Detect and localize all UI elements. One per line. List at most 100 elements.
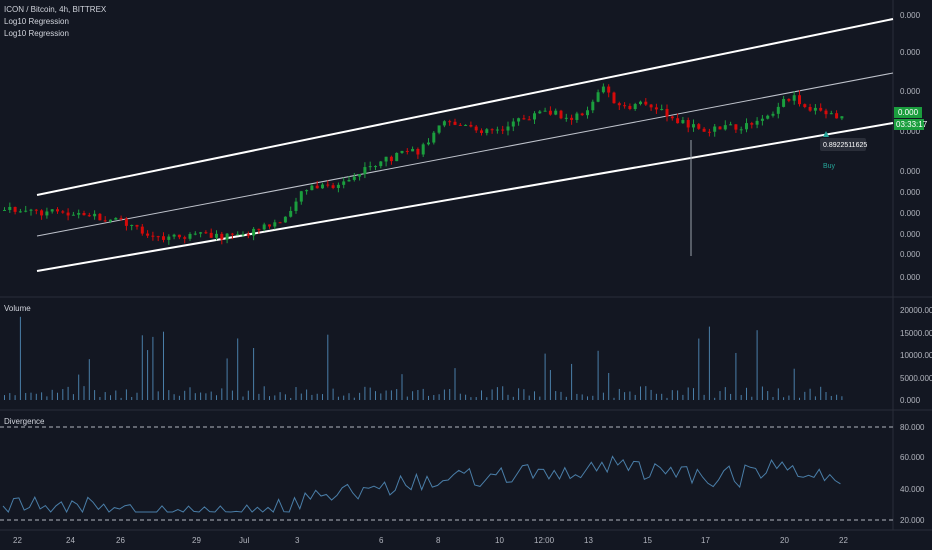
candle-body bbox=[559, 110, 563, 119]
volume-bar bbox=[19, 316, 21, 400]
volume-bar bbox=[364, 386, 366, 400]
volume-bar bbox=[269, 396, 270, 400]
indicator-label[interactable]: Log10 Regression bbox=[4, 29, 69, 38]
volume-bar bbox=[597, 350, 599, 400]
volume-bar bbox=[316, 393, 318, 400]
candle-body bbox=[676, 118, 680, 124]
candle-body bbox=[71, 214, 75, 216]
regression-channel[interactable] bbox=[36, 18, 894, 272]
volume-bar bbox=[14, 395, 16, 400]
candle-body bbox=[840, 116, 844, 119]
candle-body bbox=[527, 119, 531, 121]
time-axis-label: 26 bbox=[116, 536, 125, 545]
candle-body bbox=[352, 176, 356, 180]
candle-body bbox=[570, 117, 574, 120]
volume-bar bbox=[104, 392, 106, 400]
volume-bar bbox=[761, 386, 763, 400]
volume-bar bbox=[703, 394, 705, 400]
volume-bar bbox=[9, 393, 11, 400]
volume-bar bbox=[650, 389, 652, 400]
volume-bar bbox=[640, 386, 641, 400]
volume-bar bbox=[343, 395, 345, 400]
volume-bar bbox=[247, 390, 249, 400]
candle-body bbox=[750, 123, 754, 125]
volume-axis[interactable]: 20000.000 15000.000 10000.000 5000.000 0… bbox=[900, 306, 932, 405]
time-axis-label: 12:00 bbox=[534, 536, 555, 545]
volume-bar bbox=[173, 394, 175, 400]
volume-bar bbox=[454, 368, 456, 400]
candle-body bbox=[798, 95, 801, 105]
volume-bar bbox=[841, 396, 843, 400]
volume-bar bbox=[380, 393, 382, 400]
volume-bar bbox=[157, 391, 159, 400]
price-axis-label: 0.000 bbox=[900, 87, 921, 96]
channel-lower-line[interactable] bbox=[36, 122, 894, 272]
price-axis[interactable]: 0.000 0.000 0.000 0.000 0.000 0.000 0.00… bbox=[900, 11, 921, 282]
volume-bar bbox=[581, 394, 583, 400]
volume-bar bbox=[152, 336, 154, 400]
candle-body bbox=[209, 232, 213, 238]
candle-body bbox=[289, 210, 293, 217]
volume-bar bbox=[147, 350, 149, 400]
volume-bar bbox=[560, 391, 562, 400]
divergence-axis[interactable]: 80.000 60.000 40.000 20.000 bbox=[900, 423, 925, 525]
volume-bar bbox=[799, 397, 800, 400]
candle-body bbox=[644, 101, 648, 105]
candle-body bbox=[363, 167, 367, 175]
volume-bar bbox=[311, 394, 313, 400]
symbol-title[interactable]: ICON / Bitcoin, 4h, BITTREX bbox=[4, 5, 107, 14]
volume-bar bbox=[422, 388, 424, 400]
last-price-value: 0.000 bbox=[898, 108, 919, 117]
volume-bar bbox=[279, 392, 281, 400]
volume-bar bbox=[666, 397, 668, 400]
candle-body bbox=[835, 113, 839, 119]
candle-body bbox=[729, 124, 733, 126]
volume-axis-label: 20000.000 bbox=[900, 306, 932, 315]
volume-bar bbox=[814, 396, 816, 400]
time-axis[interactable]: 22 24 26 29 Jul 3 6 8 10 12:00 13 15 17 … bbox=[13, 536, 848, 545]
candle-body bbox=[151, 235, 155, 237]
buy-arrow-icon bbox=[823, 131, 829, 137]
price-axis-label: 0.000 bbox=[900, 167, 921, 176]
volume-bar bbox=[385, 390, 387, 400]
volume-bar bbox=[306, 389, 308, 400]
candle-body bbox=[61, 211, 65, 213]
volume-bar bbox=[767, 391, 769, 400]
volume-bar bbox=[602, 392, 604, 400]
volume-bar bbox=[629, 391, 631, 400]
candle-body bbox=[193, 233, 197, 235]
candle-body bbox=[586, 110, 589, 116]
volume-bar bbox=[528, 395, 530, 400]
candle-body bbox=[829, 113, 833, 115]
channel-upper-line[interactable] bbox=[36, 18, 894, 196]
channel-middle-line[interactable] bbox=[36, 72, 894, 237]
candle-body bbox=[146, 233, 150, 236]
candle-body bbox=[437, 125, 441, 133]
volume-bar bbox=[417, 390, 419, 400]
candle-body bbox=[591, 101, 595, 111]
candle-body bbox=[633, 104, 637, 110]
divergence-pane-title[interactable]: Divergence bbox=[4, 417, 45, 426]
volume-bar bbox=[125, 389, 127, 400]
candle-body bbox=[109, 219, 112, 222]
candles-layer bbox=[3, 83, 844, 245]
candle-body bbox=[400, 150, 404, 153]
indicator-label[interactable]: Log10 Regression bbox=[4, 17, 69, 26]
candle-body bbox=[501, 129, 505, 131]
candle-body bbox=[294, 201, 298, 211]
candle-body bbox=[167, 236, 171, 240]
price-axis-label: 0.000 bbox=[900, 127, 921, 136]
volume-bar bbox=[332, 388, 334, 400]
volume-bar bbox=[136, 392, 138, 400]
candle-body bbox=[199, 232, 203, 234]
volume-bar bbox=[491, 389, 493, 400]
candle-body bbox=[681, 120, 685, 124]
candle-body bbox=[612, 92, 616, 104]
volume-bar bbox=[99, 397, 101, 400]
candle-body bbox=[660, 108, 664, 110]
volume-bar bbox=[30, 392, 32, 400]
candle-body bbox=[554, 110, 558, 115]
volume-pane-title[interactable]: Volume bbox=[4, 304, 31, 313]
volume-bar bbox=[438, 394, 440, 400]
